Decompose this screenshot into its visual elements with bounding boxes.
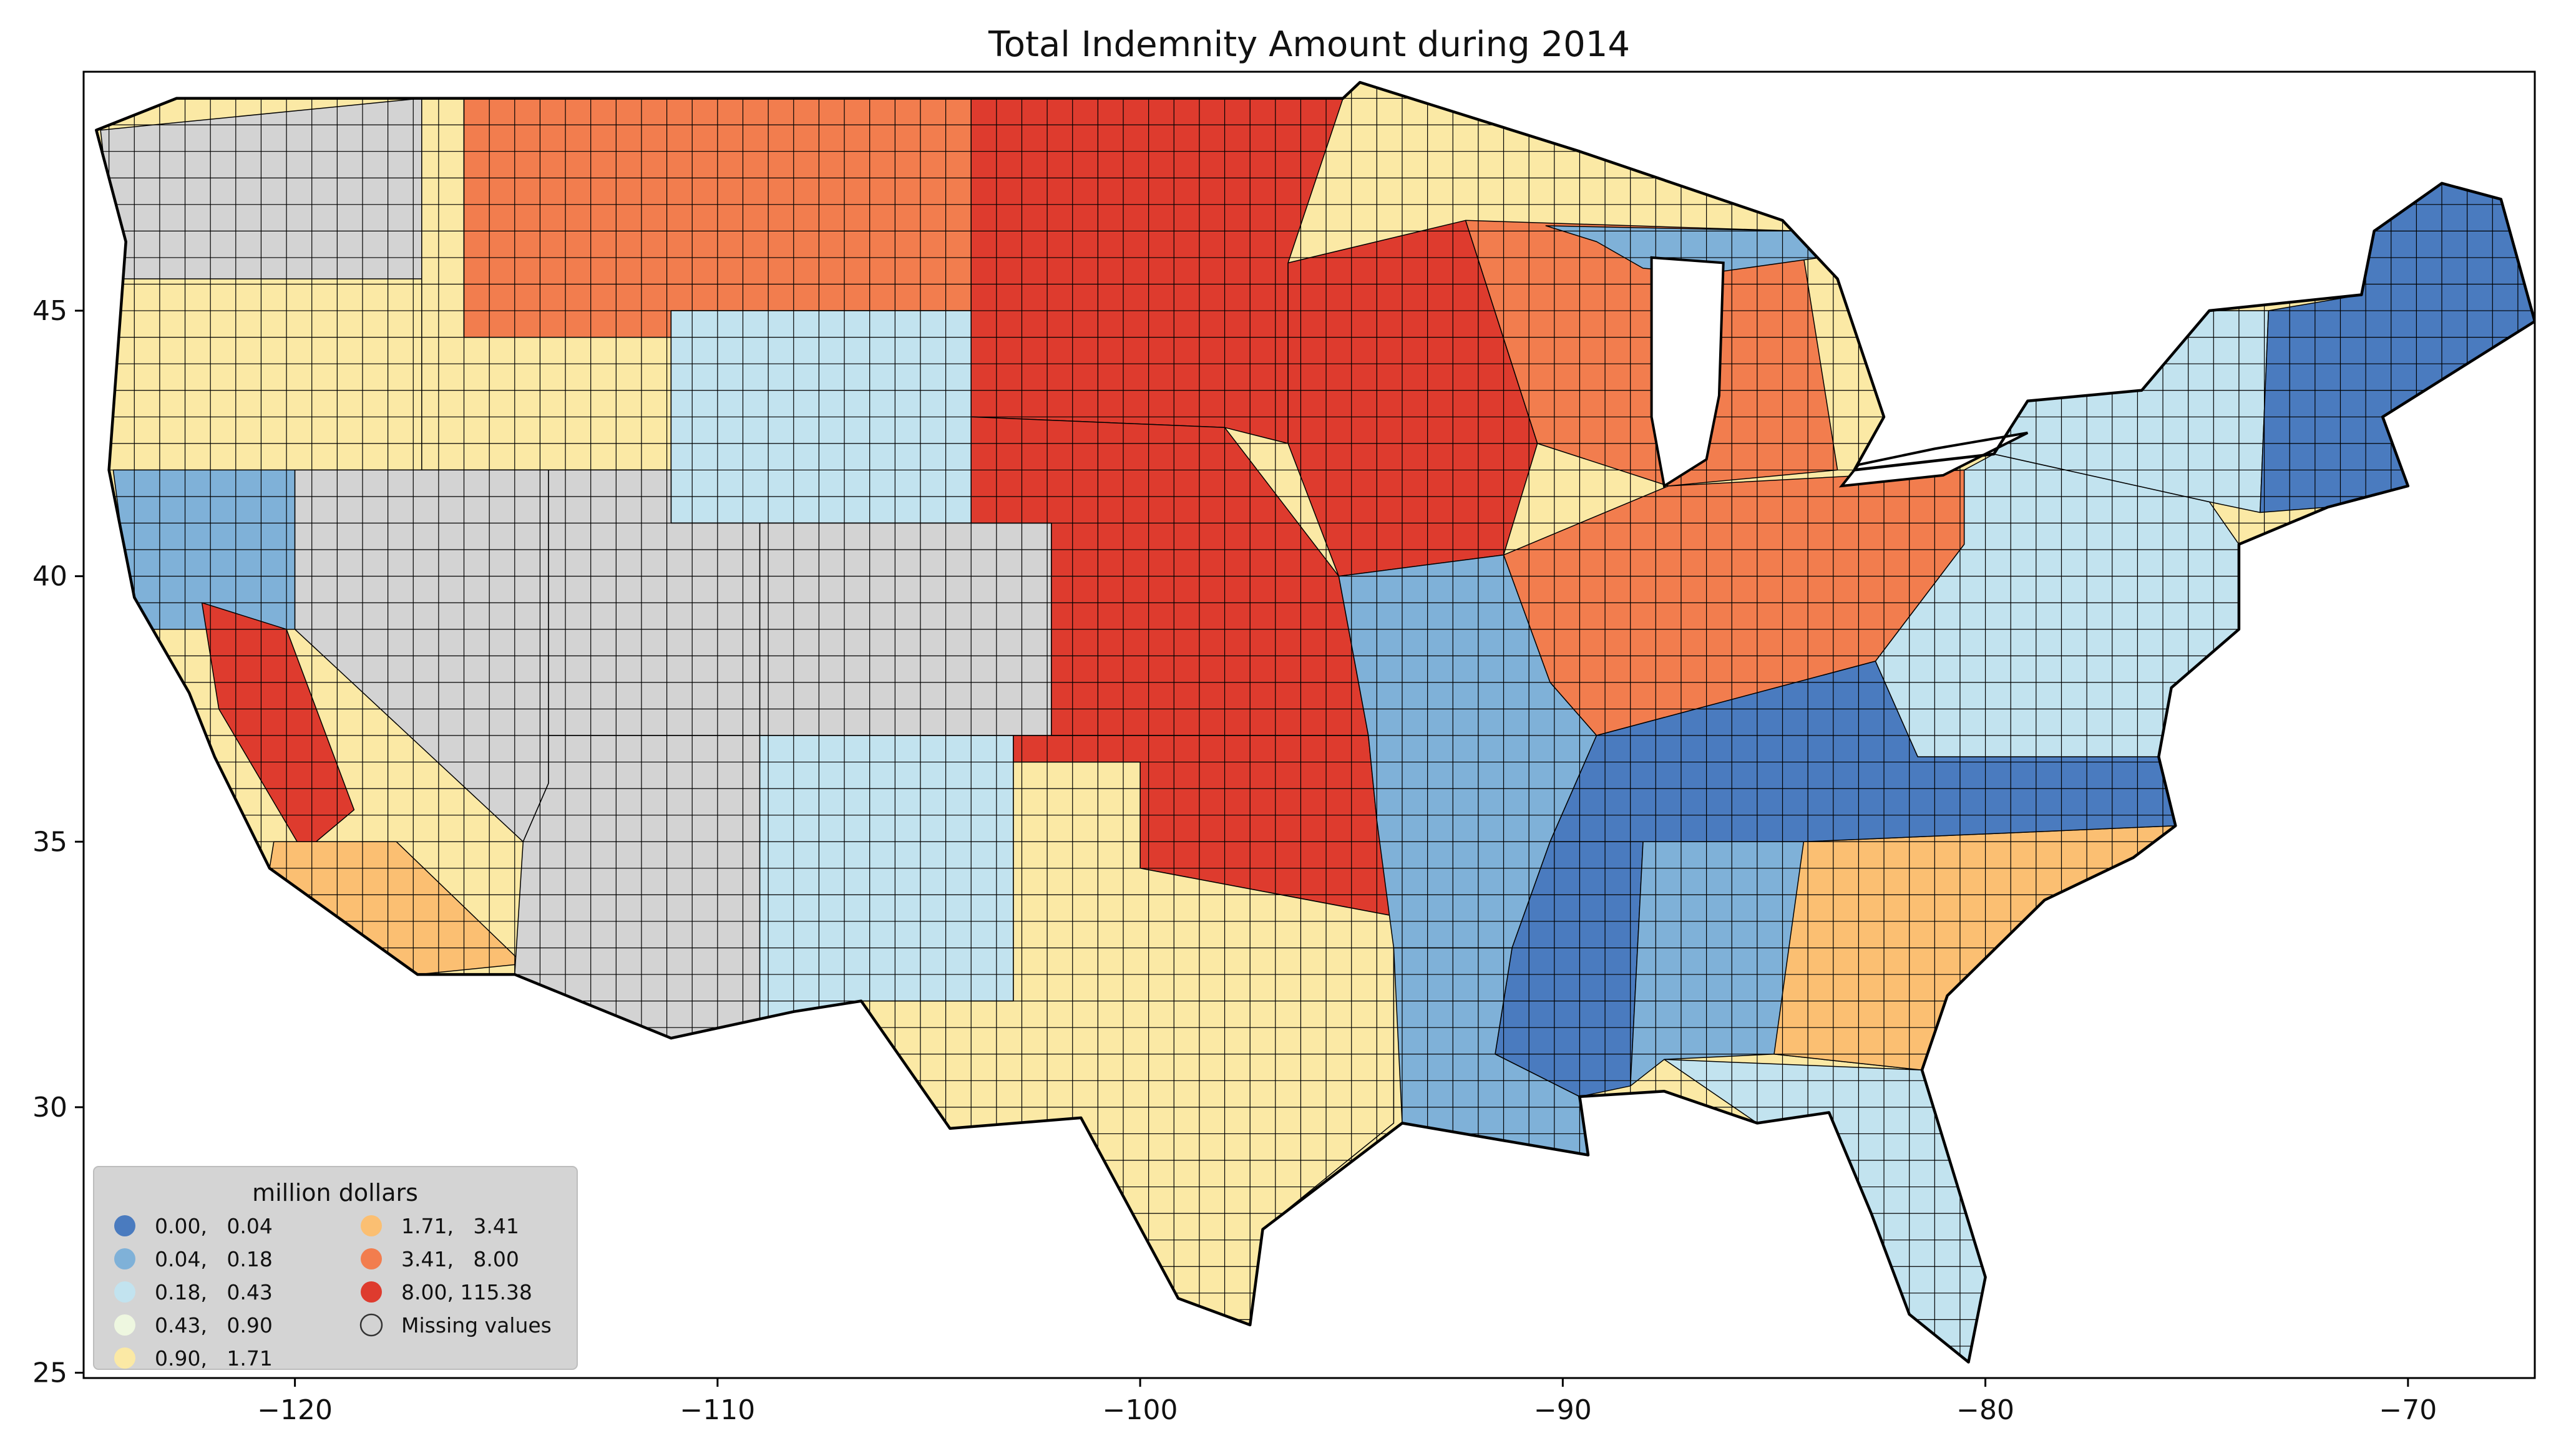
x-tick-label: −90 (1534, 1394, 1592, 1426)
y-tick-label: 45 (32, 295, 67, 327)
legend-label: 8.00, 115.38 (401, 1280, 532, 1304)
x-tick-label: −110 (680, 1394, 755, 1426)
x-tick-label: −120 (257, 1394, 333, 1426)
y-tick-label: 35 (32, 826, 67, 858)
y-tick-label: 30 (32, 1092, 67, 1124)
legend-box (93, 1166, 578, 1370)
lake-layer (1650, 256, 2029, 488)
region-northern-plains (970, 97, 1344, 444)
legend-swatch (114, 1281, 135, 1303)
legend-label: 0.00, 0.04 (155, 1214, 273, 1238)
legend: million dollars 0.00, 0.04 0.04, 0.18 0.18… (93, 1166, 578, 1371)
legend-label: 1.71, 3.41 (401, 1214, 519, 1238)
legend-swatch (361, 1281, 382, 1303)
legend-swatch (359, 1313, 383, 1337)
legend-swatch (114, 1248, 135, 1269)
legend-label: 0.18, 0.43 (155, 1280, 273, 1304)
legend-title: million dollars (252, 1179, 418, 1206)
legend-swatch (361, 1248, 382, 1269)
region-new-mexico (759, 735, 1014, 1039)
y-tick-label: 25 (32, 1357, 67, 1389)
x-tick-label: −70 (2379, 1394, 2437, 1426)
legend-label: Missing values (401, 1313, 552, 1337)
legend-swatch (114, 1215, 135, 1236)
x-axis: −120 −110 −100 −90 −80 −70 (257, 1378, 2437, 1426)
lake-michigan (1650, 256, 1725, 488)
legend-swatch (114, 1347, 135, 1369)
region-arizona (514, 735, 761, 1039)
legend-entries: 0.00, 0.04 0.04, 0.18 0.18, 0.43 0.43, 0.90… (114, 1214, 552, 1371)
chart-title: Total Indemnity Amount during 2014 (988, 24, 1630, 65)
x-tick-label: −80 (1956, 1394, 2014, 1426)
legend-swatch (361, 1215, 382, 1236)
legend-label: 3.41, 8.00 (401, 1247, 519, 1271)
plot-frame (82, 70, 2536, 1379)
country-border (95, 80, 2535, 1364)
legend-label: 0.04, 0.18 (155, 1247, 273, 1271)
x-tick-label: −100 (1103, 1394, 1178, 1426)
legend-label: 0.90, 1.71 (155, 1346, 273, 1371)
y-axis: 25 30 35 40 45 (32, 295, 84, 1389)
region-central-valley-california (201, 602, 355, 853)
y-tick-label: 40 (32, 561, 67, 593)
legend-swatch (114, 1314, 135, 1336)
legend-label: 0.43, 0.90 (155, 1313, 273, 1337)
